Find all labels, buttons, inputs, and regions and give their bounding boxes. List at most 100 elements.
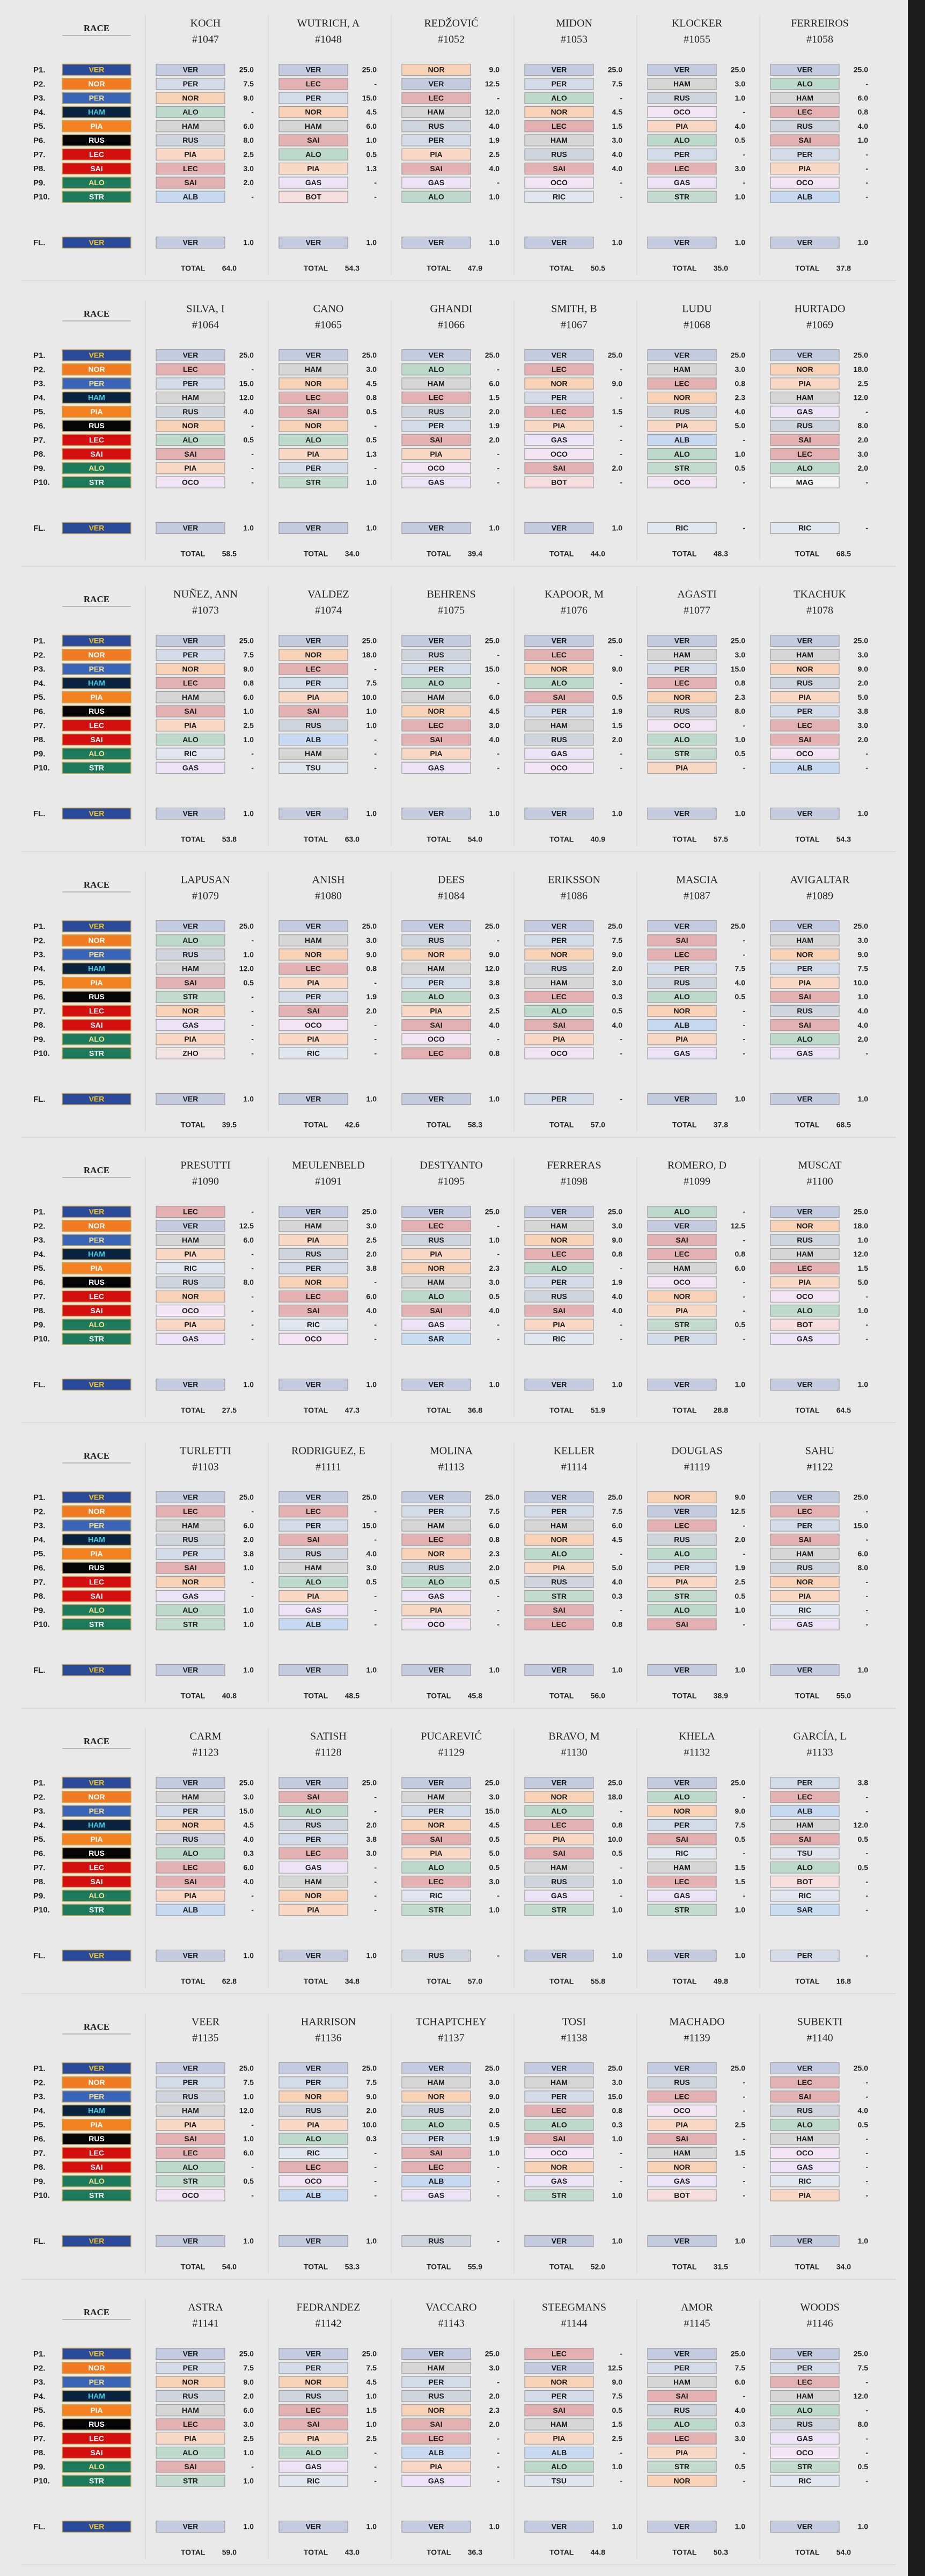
pick-chip [524, 962, 594, 975]
race-chip [62, 2118, 131, 2131]
pick-driver: VER [429, 2522, 444, 2531]
pick-chip [524, 1276, 594, 1289]
pick-driver: PER [306, 992, 321, 1001]
pick-points: - [743, 1849, 745, 1857]
pick-driver: ALO [305, 1806, 321, 1815]
pick-points: 1.5 [612, 2420, 623, 2428]
pick-driver: RUS [305, 1821, 321, 1829]
pick-chip [647, 934, 717, 947]
pick-points: 6.0 [244, 693, 254, 701]
pick-driver: NOR [182, 664, 199, 673]
pick-points: 0.8 [612, 2106, 623, 2115]
pick-driver: RUS [182, 1278, 199, 1286]
pick-chip [156, 1618, 225, 1630]
pick-chip [524, 391, 594, 404]
total-value: 16.8 [836, 1977, 851, 1986]
pick-points: 3.0 [244, 2420, 254, 2428]
pick-chip [156, 807, 225, 820]
pick-driver: ALO [428, 1863, 444, 1872]
pick-driver: ALO [797, 2406, 813, 2414]
pick-driver: VER [183, 1380, 199, 1389]
race-driver: SAI [90, 450, 102, 458]
pick-chip [156, 1590, 225, 1602]
player-number: #1074 [315, 605, 342, 617]
pick-driver: PER [674, 1563, 690, 1572]
pick-chip [770, 948, 840, 961]
player-name: AMOR [681, 2302, 714, 2314]
position-label: P1. [33, 636, 46, 646]
pick-chip [401, 2432, 471, 2445]
pick-points: 0.5 [244, 978, 254, 987]
pick-chip [524, 2362, 594, 2374]
pick-points: 7.5 [366, 2363, 377, 2372]
pick-driver: SAI [553, 2134, 565, 2143]
pick-chip [278, 106, 348, 118]
pick-driver: RUS [305, 2106, 321, 2115]
pick-chip [770, 236, 840, 249]
player-name: TCHAPTCHEY [416, 2016, 487, 2028]
pick-points: - [865, 2377, 868, 2386]
player-name: SATISH [310, 1731, 347, 1743]
race-driver: ALO [89, 1320, 105, 1329]
pick-points: 6.0 [489, 1521, 500, 1529]
pick-driver: LEC [429, 721, 444, 730]
pick-driver: PIA [184, 721, 196, 730]
pick-chip [647, 920, 717, 933]
pick-points: 0.5 [366, 407, 377, 416]
pick-driver: VER [183, 1779, 199, 1787]
position-label: P5. [33, 1835, 46, 1844]
pick-driver: HAM [305, 936, 322, 945]
pick-chip [647, 649, 717, 661]
pick-driver: PIA [184, 1035, 196, 1043]
pick-driver: VER [674, 1380, 690, 1389]
pick-chip [647, 522, 717, 535]
pick-driver: SAI [430, 735, 442, 744]
pick-points: 1.0 [735, 1095, 746, 1103]
pick-driver: RUS [797, 1563, 813, 1572]
pick-chip [524, 2418, 594, 2431]
pick-chip [770, 522, 840, 535]
pick-chip [278, 1333, 348, 1345]
pick-driver: ALB [183, 1905, 199, 1914]
total-value: 52.0 [591, 2263, 605, 2271]
pick-chip [647, 106, 717, 118]
pick-chip [278, 1505, 348, 1518]
pick-points: 1.0 [858, 1095, 869, 1103]
position-label: P8. [33, 2448, 46, 2457]
race-driver: HAM [88, 2106, 105, 2115]
pick-points: 1.0 [612, 2191, 623, 2199]
pick-chip [278, 1093, 348, 1106]
pick-chip [401, 1262, 471, 1275]
pick-chip [770, 1861, 840, 1874]
pick-chip [647, 1220, 717, 1232]
pick-points: 25.0 [608, 2064, 622, 2073]
race-chip [62, 1290, 131, 1303]
pick-driver: VER [797, 636, 813, 645]
total-label: TOTAL [181, 1977, 205, 1986]
pick-driver: RUS [674, 93, 690, 102]
pick-chip [524, 691, 594, 704]
player-name: KAPOOR, M [545, 589, 604, 601]
pick-chip [647, 1248, 717, 1260]
pick-points: 2.5 [489, 150, 500, 159]
pick-driver: ALO [674, 1208, 690, 1216]
pick-points: 25.0 [731, 2064, 745, 2073]
pick-driver: HAM [182, 393, 199, 402]
pick-chip [401, 2090, 471, 2103]
pick-points: - [743, 2191, 745, 2199]
pick-driver: LEC [429, 2163, 444, 2171]
player-name: DESTYANTO [420, 1160, 482, 1172]
pick-points: 25.0 [854, 351, 868, 360]
pick-driver: HAM [796, 650, 813, 659]
pick-points: - [743, 150, 745, 159]
pick-chip [156, 2390, 225, 2402]
pick-driver: VER [306, 1095, 321, 1103]
pick-chip [770, 1220, 840, 1232]
pick-points: 1.0 [735, 2522, 746, 2531]
pick-chip [770, 2175, 840, 2187]
position-label: P8. [33, 735, 46, 744]
pick-driver: SAI [430, 164, 442, 173]
pick-points: 0.5 [489, 2120, 500, 2129]
pick-chip [278, 733, 348, 746]
race-driver: PIA [90, 693, 102, 701]
